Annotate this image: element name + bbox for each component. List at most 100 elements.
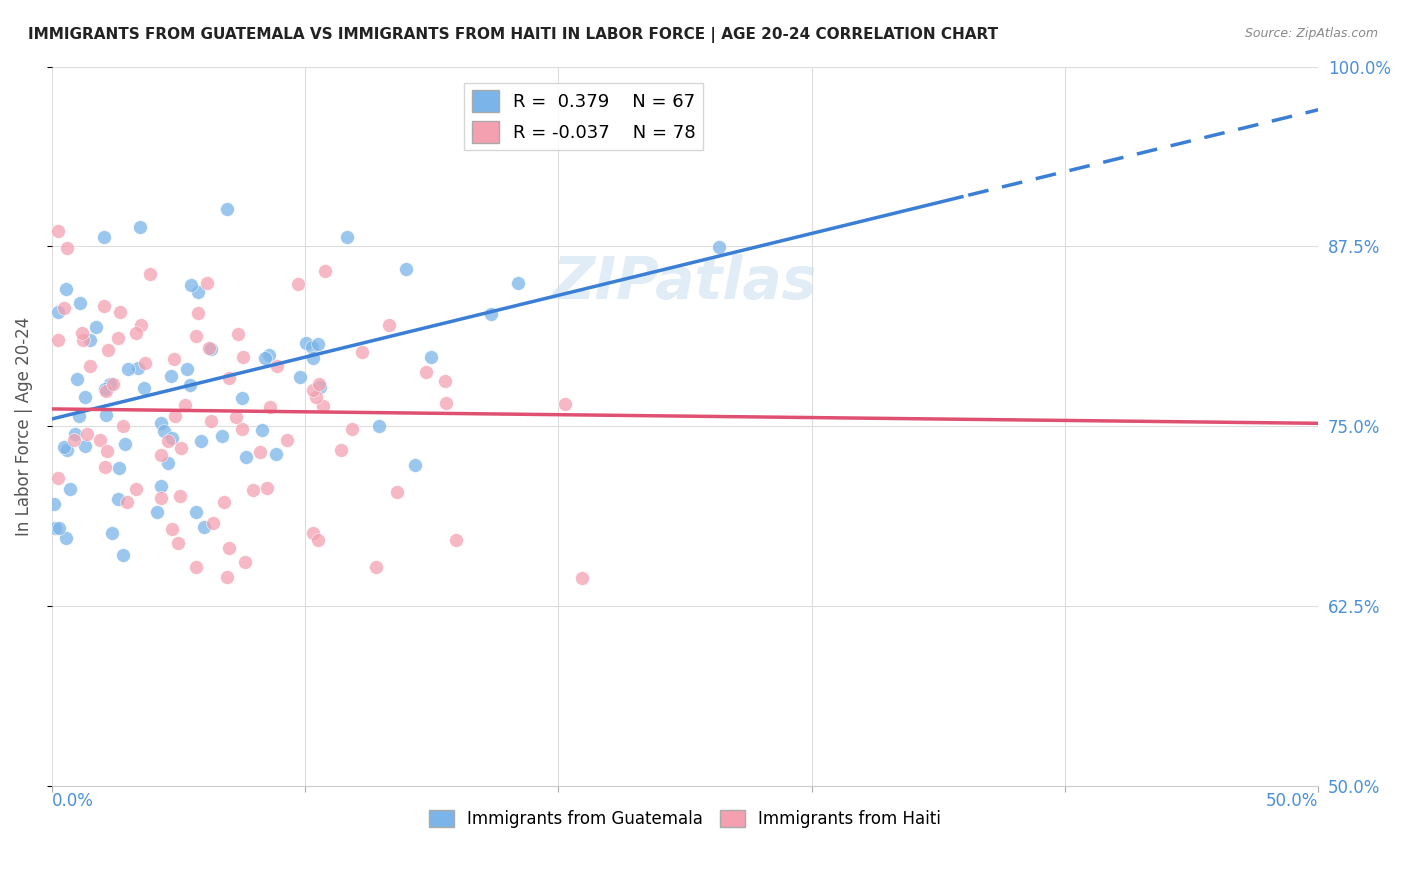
Point bbox=[111, 418, 134, 433]
Point bbox=[89, 434, 111, 448]
Point bbox=[149, 479, 172, 493]
Point bbox=[100, 526, 122, 541]
Y-axis label: In Labor Force | Age 20-24: In Labor Force | Age 20-24 bbox=[15, 317, 32, 536]
Point bbox=[232, 350, 254, 364]
Point bbox=[69, 295, 91, 310]
Point bbox=[107, 492, 129, 507]
Point bbox=[184, 505, 207, 519]
Point bbox=[506, 277, 529, 291]
Point bbox=[46, 305, 69, 319]
Point bbox=[231, 421, 253, 435]
Point bbox=[62, 434, 84, 448]
Point bbox=[479, 307, 502, 321]
Point bbox=[257, 348, 280, 362]
Point bbox=[75, 390, 97, 404]
Point bbox=[129, 220, 152, 235]
Point bbox=[254, 351, 277, 366]
Point bbox=[187, 305, 209, 319]
Point bbox=[311, 399, 333, 413]
Point bbox=[444, 533, 467, 547]
Point bbox=[76, 427, 98, 442]
Point bbox=[301, 339, 323, 353]
Point bbox=[93, 459, 115, 474]
Point bbox=[249, 445, 271, 459]
Point bbox=[226, 326, 249, 341]
Point bbox=[218, 371, 240, 385]
Point bbox=[180, 277, 202, 292]
Point bbox=[55, 531, 77, 545]
Point bbox=[156, 456, 179, 470]
Point bbox=[308, 533, 330, 547]
Point bbox=[72, 333, 94, 347]
Point bbox=[129, 318, 152, 333]
Text: 50.0%: 50.0% bbox=[1265, 791, 1319, 810]
Point bbox=[434, 374, 457, 388]
Point bbox=[190, 434, 212, 448]
Point bbox=[157, 434, 180, 448]
Point bbox=[225, 410, 247, 425]
Point bbox=[193, 519, 215, 533]
Point bbox=[202, 516, 225, 530]
Point bbox=[115, 495, 138, 509]
Point bbox=[200, 414, 222, 428]
Point bbox=[163, 351, 186, 366]
Point bbox=[218, 541, 240, 556]
Point bbox=[150, 491, 173, 505]
Point bbox=[301, 526, 323, 541]
Point bbox=[107, 331, 129, 345]
Point bbox=[108, 461, 131, 475]
Point bbox=[127, 361, 149, 376]
Point bbox=[198, 341, 221, 355]
Point bbox=[145, 505, 167, 519]
Point bbox=[63, 427, 86, 442]
Point bbox=[212, 494, 235, 508]
Point bbox=[94, 382, 117, 396]
Point bbox=[368, 419, 391, 434]
Point bbox=[44, 521, 66, 535]
Point bbox=[67, 409, 90, 423]
Point bbox=[420, 351, 443, 365]
Point bbox=[308, 377, 330, 392]
Point bbox=[314, 263, 336, 277]
Point bbox=[98, 376, 121, 391]
Point bbox=[66, 371, 89, 385]
Point bbox=[93, 230, 115, 244]
Point bbox=[56, 241, 79, 255]
Point bbox=[55, 282, 77, 296]
Point bbox=[307, 336, 329, 351]
Point bbox=[96, 444, 118, 458]
Point bbox=[173, 398, 195, 412]
Point bbox=[200, 343, 222, 357]
Point bbox=[179, 378, 201, 392]
Point bbox=[395, 261, 418, 276]
Point bbox=[305, 390, 328, 404]
Point bbox=[215, 570, 238, 584]
Point bbox=[48, 521, 70, 535]
Point bbox=[195, 276, 218, 290]
Point bbox=[217, 202, 239, 217]
Point bbox=[309, 380, 332, 394]
Point bbox=[55, 443, 77, 458]
Point bbox=[149, 448, 172, 462]
Point bbox=[70, 326, 93, 341]
Point bbox=[75, 439, 97, 453]
Point bbox=[94, 384, 117, 399]
Point bbox=[48, 224, 70, 238]
Point bbox=[125, 326, 148, 341]
Point bbox=[235, 450, 257, 464]
Text: 0.0%: 0.0% bbox=[52, 791, 94, 810]
Point bbox=[187, 285, 209, 299]
Point bbox=[264, 447, 287, 461]
Point bbox=[387, 484, 409, 499]
Point bbox=[97, 343, 120, 357]
Point bbox=[336, 229, 359, 244]
Point bbox=[114, 436, 136, 450]
Point bbox=[153, 425, 176, 439]
Point bbox=[117, 362, 139, 376]
Point bbox=[235, 555, 257, 569]
Point bbox=[44, 497, 66, 511]
Point bbox=[150, 416, 173, 430]
Point bbox=[94, 408, 117, 422]
Point bbox=[571, 571, 593, 585]
Point bbox=[350, 344, 373, 359]
